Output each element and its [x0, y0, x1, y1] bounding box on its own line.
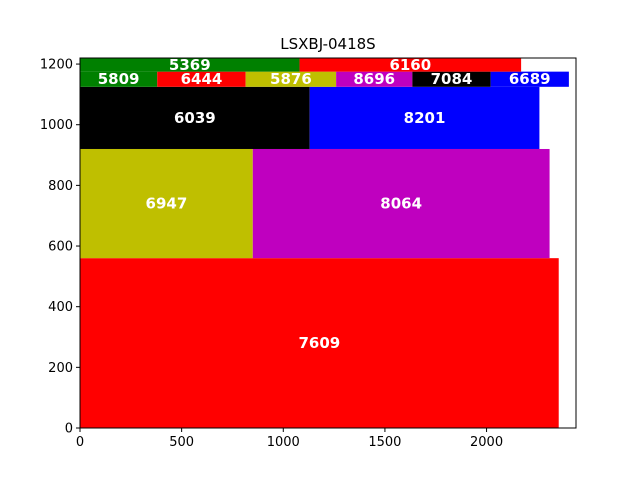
rect-label-8064: 8064: [380, 195, 422, 213]
treemap-rect-5876: [245, 71, 337, 87]
treemap-rect-5809: [80, 71, 158, 87]
treemap-rect-5369: [80, 58, 300, 72]
y-tick-label: 0: [65, 422, 73, 437]
x-tick-label: 0: [76, 435, 84, 450]
treemap-rect-6160: [299, 58, 522, 72]
rect-label-5369: 5369: [169, 56, 211, 74]
treemap-rect-7084: [412, 71, 491, 87]
treemap-rect-6039: [80, 86, 310, 149]
rect-label-6160: 6160: [389, 56, 431, 74]
treemap-rect-8201: [309, 86, 540, 149]
x-axis: 0 500 1000 1500 2000: [76, 428, 503, 450]
rect-label-8696: 8696: [353, 70, 395, 88]
rect-label-5809: 5809: [98, 70, 140, 88]
y-tick-label: 200: [48, 361, 73, 376]
y-tick-label: 1000: [40, 118, 73, 133]
x-tick-label: 1500: [368, 435, 401, 450]
rect-label-6444: 6444: [181, 70, 223, 88]
treemap-rect-7609: [80, 258, 559, 428]
rect-label-7084: 7084: [431, 70, 473, 88]
treemap-rect-6947: [80, 148, 253, 259]
treemap-rect-8696: [336, 71, 413, 87]
y-tick-label: 400: [48, 300, 73, 315]
rect-label-5876: 5876: [270, 70, 312, 88]
rect-label-6689: 6689: [509, 70, 551, 88]
rect-label-6947: 6947: [146, 195, 188, 213]
rects-layer: [80, 58, 569, 428]
x-tick-label: 500: [169, 435, 194, 450]
treemap-rect-6444: [157, 71, 246, 87]
labels-layer: 7609 6947 8064 6039 8201 5809 6444 5876 8696 7084…: [98, 56, 551, 352]
y-tick-label: 600: [48, 240, 73, 255]
y-tick-label: 1200: [40, 58, 73, 73]
plot-frame: [79, 57, 577, 429]
rect-label-7609: 7609: [298, 334, 340, 352]
chart-title: LSXBJ-0418S: [280, 35, 375, 53]
y-tick-label: 800: [48, 179, 73, 194]
rect-label-6039: 6039: [174, 109, 216, 127]
rect-label-8201: 8201: [404, 109, 446, 127]
treemap-rect-6689: [490, 71, 569, 87]
treemap-rect-8064: [252, 148, 550, 259]
x-tick-label: 1000: [267, 435, 300, 450]
y-axis: 0 200 400 600 800 1000 1200: [40, 58, 80, 437]
x-tick-label: 2000: [470, 435, 503, 450]
